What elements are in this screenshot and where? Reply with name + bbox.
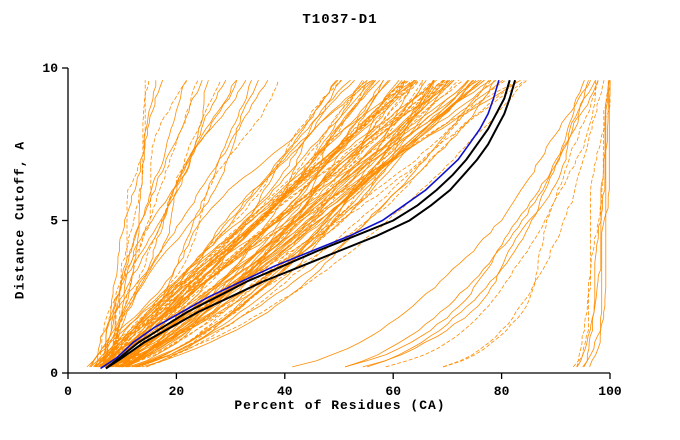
prediction-curve (112, 79, 375, 368)
prediction-curve (442, 80, 605, 368)
prediction-curve (120, 79, 417, 368)
black-model-curve-1 (105, 79, 517, 370)
prediction-curve (131, 79, 528, 368)
prediction-curve (98, 79, 420, 368)
x-tick-label: 60 (385, 384, 401, 399)
y-tick-label: 5 (50, 214, 58, 229)
prediction-curve (115, 79, 188, 367)
blue-model-curve (100, 79, 500, 370)
prediction-curve (292, 80, 591, 368)
prediction-curve (109, 79, 473, 368)
prediction-curve (582, 80, 611, 368)
highlight-curves (100, 79, 517, 370)
prediction-curve (136, 79, 459, 368)
prediction-curve (385, 80, 599, 368)
prediction-curve (104, 80, 227, 367)
prediction-curve (119, 79, 424, 368)
prediction-curve (109, 79, 444, 368)
prediction-curve (99, 79, 368, 368)
prediction-curve (583, 80, 609, 368)
prediction-curve (106, 79, 482, 368)
prediction-curve (96, 79, 415, 368)
prediction-curve (89, 80, 238, 368)
prediction-curve (115, 79, 449, 368)
prediction-curve (126, 79, 400, 368)
y-tick-label: 10 (42, 61, 58, 76)
prediction-curve (108, 79, 416, 368)
x-tick-label: 0 (64, 384, 72, 399)
x-tick-label: 40 (277, 384, 293, 399)
prediction-curve (122, 79, 420, 368)
prediction-curve (86, 79, 373, 368)
prediction-curve (99, 79, 405, 368)
prediction-curve (344, 80, 589, 368)
x-tick-label: 100 (598, 384, 622, 399)
prediction-curve (98, 79, 455, 368)
prediction-curve (107, 79, 470, 368)
prediction-curve (95, 80, 247, 368)
prediction-curve (111, 79, 187, 367)
prediction-curve (128, 80, 435, 368)
prediction-curve (99, 80, 146, 367)
prediction-curve (443, 80, 596, 368)
axes: 0 20 40 60 80 100 0 5 10 (42, 61, 622, 399)
prediction-curve (98, 79, 519, 368)
prediction-curve (105, 79, 355, 368)
prediction-curve (135, 79, 525, 368)
prediction-curves (86, 79, 611, 368)
prediction-curve (362, 80, 596, 368)
prediction-curve (108, 79, 435, 368)
x-tick-label: 20 (169, 384, 185, 399)
prediction-curve (90, 79, 337, 368)
prediction-curve (122, 79, 482, 368)
prediction-curve (121, 79, 376, 368)
black-model-curve-2 (105, 79, 511, 370)
prediction-curve (344, 80, 585, 368)
prediction-curve (114, 80, 449, 368)
prediction-curve (576, 80, 610, 368)
prediction-curve (102, 80, 164, 367)
prediction-curve (94, 79, 435, 368)
prediction-curve (572, 80, 609, 368)
prediction-curve (124, 79, 485, 368)
prediction-curve (366, 80, 599, 368)
prediction-curve (137, 80, 435, 368)
prediction-curve (134, 79, 490, 368)
prediction-curve (576, 80, 611, 368)
chart-title: T1037-D1 (302, 12, 378, 28)
prediction-curve (107, 79, 410, 368)
prediction-curve (589, 80, 611, 368)
prediction-curve (117, 79, 507, 368)
x-axis-label: Percent of Residues (CA) (234, 398, 446, 413)
prediction-curve (119, 79, 385, 368)
prediction-curve (103, 80, 269, 368)
prediction-curve (141, 79, 495, 368)
prediction-curve (117, 80, 445, 368)
x-tick-label: 80 (494, 384, 510, 399)
prediction-curve (101, 79, 237, 368)
y-tick-label: 0 (50, 366, 58, 381)
prediction-curve (94, 79, 446, 368)
prediction-curve (105, 80, 259, 368)
